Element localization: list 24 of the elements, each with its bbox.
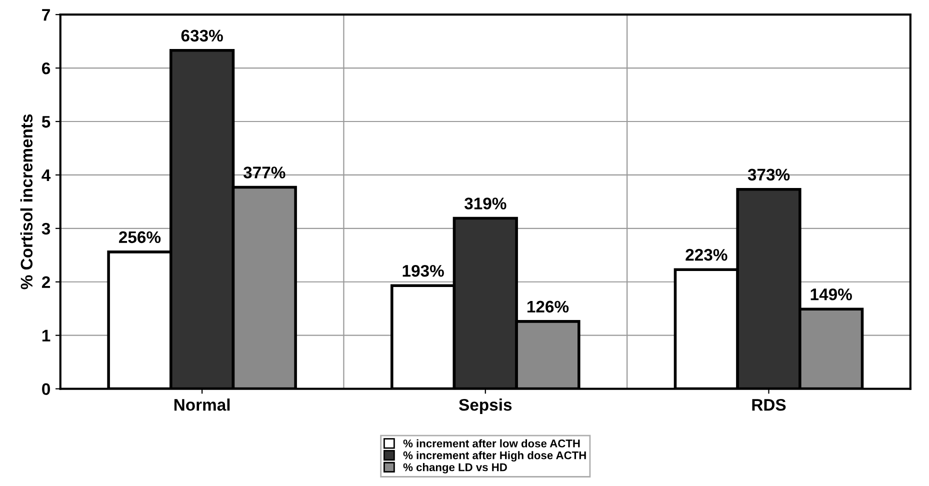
y-tick-label: 6	[42, 62, 50, 74]
legend-label: % increment after low dose ACTH	[403, 439, 580, 448]
data-label: 223%	[686, 248, 728, 261]
x-tick-label: Sepsis	[459, 398, 512, 414]
data-label: 319%	[464, 198, 506, 210]
y-tick-label: 0	[42, 383, 50, 396]
y-tick-label: 7	[42, 9, 50, 21]
data-label: 193%	[402, 264, 444, 277]
legend-label: % increment after High dose ACTH	[403, 451, 586, 462]
data-label: 633%	[181, 30, 223, 42]
data-label: 149%	[810, 288, 852, 300]
data-label: 373%	[748, 168, 790, 181]
x-tick-label: Normal	[174, 398, 230, 411]
y-tick-label: 2	[42, 276, 50, 288]
y-tick-label: 1	[42, 330, 50, 342]
y-tick-label: 5	[42, 116, 50, 128]
data-label: 256%	[118, 231, 161, 244]
y-tick-label: 3	[42, 222, 50, 235]
data-label: 377%	[243, 166, 286, 178]
y-axis-title: % Cortisol increments	[20, 114, 33, 290]
y-tick-label: 4	[42, 170, 51, 181]
data-label: 126%	[527, 300, 569, 313]
x-tick-label: RDS	[752, 398, 786, 411]
legend-label: % change LD vs HD	[403, 463, 507, 474]
